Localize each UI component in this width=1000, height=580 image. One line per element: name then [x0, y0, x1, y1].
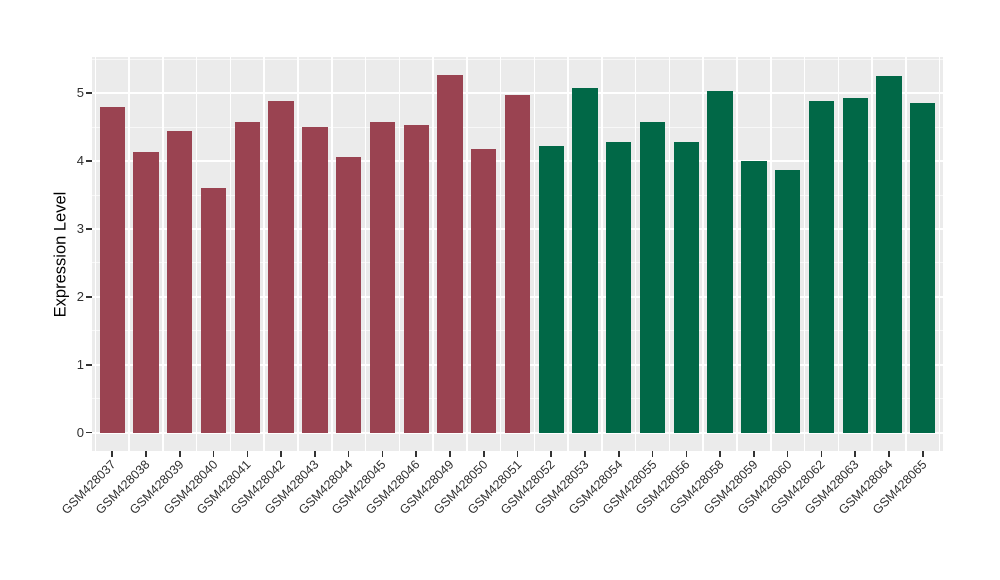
x-tick-mark	[753, 451, 755, 457]
gridline-vertical	[432, 57, 434, 451]
bar-GSM428063	[842, 97, 868, 433]
y-tick-label: 1	[76, 356, 84, 372]
y-tick-label: 2	[76, 288, 84, 304]
bar-GSM428056	[673, 142, 699, 433]
bar-GSM428038	[133, 152, 159, 433]
x-tick-mark	[449, 451, 451, 457]
gridline-vertical	[297, 57, 299, 451]
gridline-vertical	[466, 57, 468, 451]
bar-GSM428050	[471, 148, 497, 433]
x-tick-mark	[381, 451, 384, 457]
gridline-vertical	[162, 57, 164, 451]
x-tick-mark	[482, 451, 485, 457]
bar-GSM428054	[606, 142, 632, 433]
gridline-vertical	[702, 57, 704, 451]
bar-GSM428040	[200, 187, 227, 433]
y-axis-title-box: Expression Level	[46, 57, 76, 451]
bar-GSM428059	[741, 161, 767, 433]
bar-GSM428042	[268, 100, 294, 433]
x-tick-mark	[212, 451, 215, 457]
bar-GSM428051	[504, 94, 531, 433]
x-tick-mark	[145, 451, 147, 457]
gridline-vertical	[533, 57, 536, 451]
x-tick-mark	[820, 451, 823, 457]
gridline-vertical	[567, 57, 569, 451]
gridline-vertical	[837, 57, 840, 451]
gridline-vertical	[398, 57, 401, 451]
bar-GSM428046	[403, 125, 429, 433]
x-tick-mark	[888, 451, 890, 457]
x-tick-mark	[516, 451, 519, 457]
y-tick-label: 3	[76, 221, 84, 236]
bar-GSM428055	[639, 121, 666, 433]
gridline-vertical	[668, 57, 671, 451]
x-tick-mark	[111, 451, 114, 457]
bar-GSM428052	[538, 146, 564, 433]
y-tick-mark	[86, 160, 92, 162]
gridline-vertical	[263, 57, 265, 451]
bar-GSM428060	[774, 169, 801, 433]
gridline-major-horizontal	[92, 431, 943, 434]
y-tick-mark	[86, 431, 92, 434]
bar-GSM428045	[369, 122, 396, 433]
y-tick-mark	[86, 296, 92, 298]
bar-GSM428058	[707, 91, 733, 433]
gridline-vertical	[770, 57, 772, 451]
x-tick-mark	[246, 451, 249, 457]
x-tick-mark	[921, 451, 924, 457]
gridline-vertical	[94, 57, 97, 451]
y-tick-mark	[86, 92, 92, 94]
gridline-minor-horizontal	[92, 58, 943, 60]
y-tick-mark	[86, 228, 92, 230]
bar-GSM428041	[234, 121, 260, 433]
y-tick-label: 0	[76, 424, 84, 440]
y-tick-mark	[86, 364, 92, 366]
bar-GSM428037	[99, 107, 125, 433]
y-axis-title: Expression Level	[51, 191, 70, 317]
x-tick-mark	[584, 451, 586, 457]
chart-panel	[92, 57, 943, 451]
bar-GSM428039	[167, 131, 193, 433]
gridline-vertical	[229, 57, 232, 451]
gridline-major-horizontal	[92, 92, 943, 95]
gridline-vertical	[938, 57, 941, 451]
x-tick-mark	[550, 451, 553, 457]
bar-GSM428064	[876, 75, 902, 433]
x-tick-mark	[618, 451, 620, 457]
gridline-vertical	[331, 57, 333, 451]
gridline-vertical	[871, 57, 873, 451]
gridline-vertical	[905, 57, 907, 451]
gridline-vertical	[499, 57, 502, 451]
gridline-vertical	[364, 57, 367, 451]
bar-GSM428044	[335, 157, 362, 433]
x-tick-mark	[280, 451, 282, 457]
bar-GSM428065	[910, 102, 936, 433]
bar-GSM428062	[808, 100, 835, 433]
y-tick-label: 5	[76, 85, 84, 101]
gridline-vertical	[736, 57, 738, 451]
gridline-vertical	[195, 57, 198, 451]
bar-GSM428053	[572, 87, 598, 433]
x-tick-mark	[685, 451, 688, 457]
bar-GSM428043	[302, 127, 328, 433]
gridline-vertical	[803, 57, 806, 451]
gridline-vertical	[128, 57, 130, 451]
y-tick-label: 4	[76, 153, 84, 169]
gridline-vertical	[634, 57, 637, 451]
x-tick-mark	[179, 451, 181, 457]
x-tick-mark	[786, 451, 789, 457]
x-tick-mark	[719, 451, 721, 457]
x-tick-mark	[651, 451, 654, 457]
bar-GSM428049	[437, 74, 463, 433]
x-tick-mark	[347, 451, 350, 457]
x-tick-mark	[415, 451, 417, 457]
x-tick-mark	[854, 451, 856, 457]
x-tick-mark	[314, 451, 316, 457]
gridline-vertical	[601, 57, 603, 451]
